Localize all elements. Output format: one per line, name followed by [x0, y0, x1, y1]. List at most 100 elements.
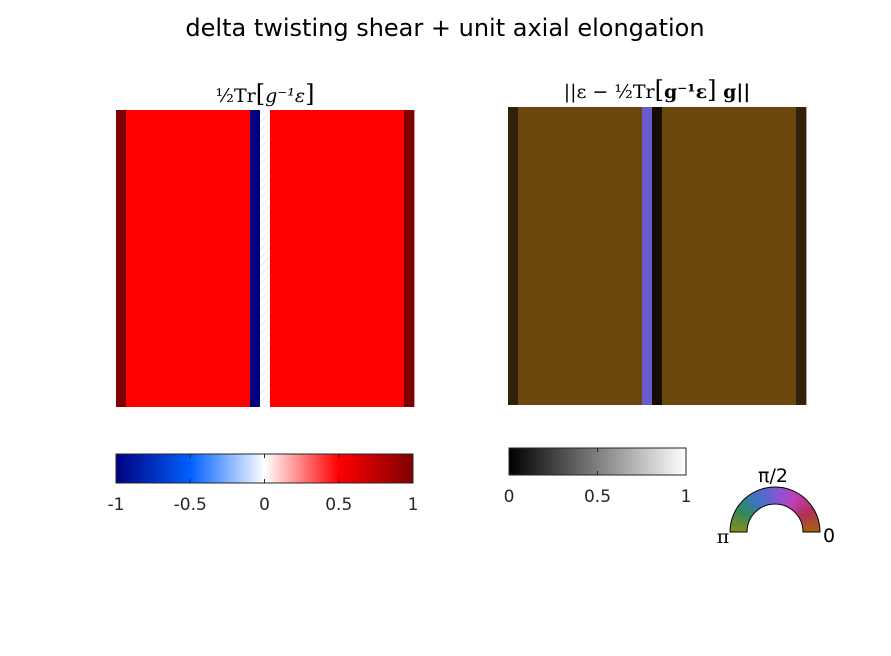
hue-wheel-segment	[799, 511, 817, 521]
hue-label-left: π	[717, 526, 730, 548]
hue-wheel-segment	[796, 503, 812, 516]
left-heatmap	[116, 110, 415, 407]
hue-wheel-segment	[785, 489, 794, 507]
colorbar-tick-label: 0	[259, 495, 270, 515]
hue-wheel-segment	[752, 491, 763, 508]
right-title-coef: ½	[614, 81, 632, 103]
hue-wheel-segment	[772, 487, 776, 505]
svg-text:½Tr[g⁻¹ε]: ½Tr[g⁻¹ε]	[216, 80, 315, 108]
hue-wheel-segment	[777, 487, 783, 505]
hue-wheel-segment	[741, 499, 756, 514]
hue-wheel-segment	[754, 490, 764, 508]
hue-wheel-segment	[775, 487, 778, 505]
right-title-close: g||	[717, 81, 751, 103]
figure-title: delta twisting shear + unit axial elonga…	[185, 14, 704, 42]
hue-wheel-segment	[791, 495, 804, 511]
hue-wheel-segment	[730, 522, 748, 528]
hue-wheel-segment	[792, 497, 806, 512]
hue-wheel-segment	[731, 517, 749, 525]
hue-wheel-segment	[782, 488, 790, 506]
hue-wheel-segment	[736, 507, 752, 518]
hue-wheel-segment	[743, 498, 757, 513]
colorbar-tick-label: -0.5	[174, 495, 207, 515]
hue-wheel-legend: π/2 π 0	[717, 465, 835, 548]
hue-wheel-segment	[730, 529, 748, 532]
left-title-trace: Tr	[234, 85, 257, 107]
colorbar-tick-label: 0.5	[325, 495, 352, 515]
hue-wheel-segment	[767, 487, 773, 505]
colorbar-tick-label: 0	[504, 487, 515, 507]
right-heatmap-column	[508, 107, 519, 405]
hue-wheel-segment	[783, 489, 792, 506]
hue-wheel-segment	[734, 509, 751, 520]
hue-wheel-segment	[730, 519, 749, 527]
hue-wheel-segment	[732, 515, 749, 524]
hue-wheel-segment	[787, 491, 798, 508]
right-heatmap-column	[796, 107, 807, 405]
hue-wheel-segment	[794, 500, 809, 514]
hue-wheel-segment	[789, 493, 800, 509]
right-heatmap	[508, 107, 807, 405]
hue-wheel-segment	[793, 498, 808, 513]
hue-wheel-segment	[801, 515, 818, 524]
hue-wheel-segment	[730, 524, 748, 530]
left-panel-title: ½Tr[g⁻¹ε]	[216, 80, 315, 108]
hue-wheel-segment	[748, 494, 760, 510]
left-heatmap-column	[260, 110, 271, 407]
hue-label-top: π/2	[758, 465, 788, 487]
right-title-argument: g⁻¹ε	[664, 81, 707, 103]
colorbar-tick-label: 0.5	[584, 487, 611, 507]
hue-wheel-segment	[797, 505, 813, 517]
hue-wheel-segment	[798, 507, 815, 519]
hue-wheel-segment	[740, 501, 755, 515]
hue-wheel-segment	[795, 501, 811, 515]
left-heatmap-column	[270, 110, 405, 407]
hue-wheel-segment	[746, 495, 759, 511]
hue-wheel-segment	[790, 494, 802, 510]
colorbar-tick-label: 1	[408, 495, 419, 515]
hue-wheel-segment	[730, 526, 748, 531]
left-heatmap-column	[116, 110, 127, 407]
hue-wheel-segment	[802, 524, 820, 530]
hue-wheel-segment	[738, 503, 754, 516]
hue-wheel-segment	[780, 487, 788, 506]
hue-wheel-segment	[744, 496, 758, 512]
left-colorbar: -1 -0.5 0 0.5 1	[108, 453, 419, 515]
hue-wheel-segment	[801, 518, 819, 526]
hue-wheel-segment	[802, 522, 820, 528]
left-heatmap-column	[404, 110, 415, 407]
hue-wheel-segment	[763, 487, 770, 505]
right-heatmap-column	[652, 107, 663, 405]
hue-wheel-segment	[761, 488, 769, 506]
hue-label-right: 0	[823, 525, 835, 547]
left-title-argument: g⁻¹ε	[265, 85, 305, 107]
hue-wheel-segment	[733, 511, 751, 521]
right-title-trace: Tr	[633, 81, 656, 103]
hue-wheel-segment	[737, 505, 753, 517]
hue-wheel-segment	[786, 490, 796, 508]
right-title-open: ||ε −	[564, 81, 615, 103]
colorbar-tick-label: 1	[681, 487, 692, 507]
hue-wheel-segment	[779, 487, 785, 505]
hue-wheel-segment	[758, 489, 767, 506]
hue-wheel-segment	[765, 487, 771, 505]
right-panel-title: ||ε − ½Tr[g⁻¹ε] g||	[564, 76, 751, 104]
left-heatmap-column	[250, 110, 261, 407]
hue-wheel-segment	[776, 487, 781, 505]
left-colorbar-gradient	[115, 453, 414, 484]
hue-wheel-segment	[756, 489, 766, 507]
hue-wheel-segment	[802, 520, 820, 527]
svg-text:||ε − ½Tr[g⁻¹ε] g||: ||ε − ½Tr[g⁻¹ε] g||	[564, 76, 751, 104]
right-heatmap-column	[518, 107, 643, 405]
right-heatmap-column	[662, 107, 797, 405]
left-heatmap-column	[126, 110, 251, 407]
hue-wheel-segment	[732, 513, 750, 522]
hue-wheel-segment	[800, 513, 818, 523]
left-title-coef: ½	[216, 85, 234, 107]
colorbar-tick-label: -1	[108, 495, 125, 515]
hue-wheel-segment	[750, 492, 762, 509]
hue-wheel-outline	[729, 486, 821, 533]
right-heatmap-column	[642, 107, 653, 405]
hue-wheel-segment	[799, 509, 816, 520]
right-colorbar-gradient	[508, 447, 687, 476]
